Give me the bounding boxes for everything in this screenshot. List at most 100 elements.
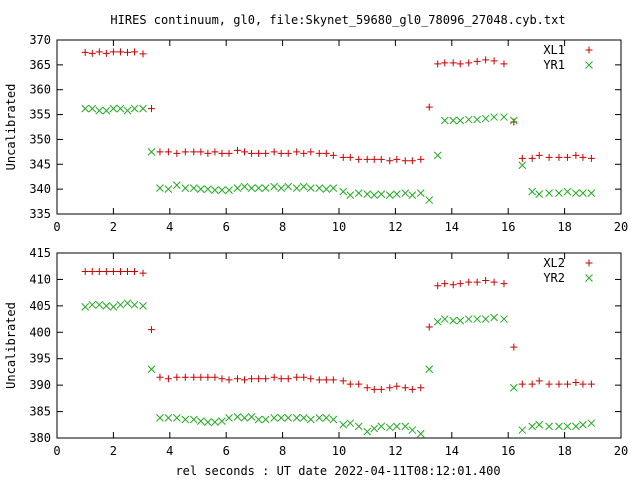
data-point-XL1 xyxy=(270,148,278,156)
y-tick-label: 360 xyxy=(29,83,51,97)
data-point-YR1 xyxy=(247,184,256,193)
data-point-XL2 xyxy=(270,373,278,381)
data-point-YR1 xyxy=(277,184,286,193)
data-point-YR2 xyxy=(433,317,442,326)
y-axis-label: Uncalibrated xyxy=(4,302,18,389)
x-axis-label: rel seconds : UT date 2022-04-11T08:12:0… xyxy=(175,464,500,478)
data-point-XL2 xyxy=(535,377,543,385)
data-point-XL1 xyxy=(315,149,323,157)
data-point-YR1 xyxy=(172,181,181,190)
data-point-XL2 xyxy=(386,384,394,392)
data-point-XL1 xyxy=(346,153,354,161)
data-point-XL1 xyxy=(417,155,425,163)
data-point-YR1 xyxy=(164,185,173,193)
data-point-YR1 xyxy=(315,184,324,193)
data-point-YR1 xyxy=(440,116,449,125)
data-point-XL2 xyxy=(434,282,442,290)
legend-label-YR2: YR2 xyxy=(543,271,565,285)
data-point-YR1 xyxy=(196,185,205,193)
data-point-YR1 xyxy=(123,106,132,115)
data-point-XL1 xyxy=(510,118,518,126)
data-point-YR1 xyxy=(481,114,490,123)
data-point-XL1 xyxy=(277,149,285,157)
y-tick-label: 415 xyxy=(29,246,51,260)
data-point-YR1 xyxy=(218,186,226,194)
data-point-XL1 xyxy=(329,151,337,159)
data-point-XL1 xyxy=(81,48,89,56)
data-point-XL2 xyxy=(156,373,164,381)
data-point-YR2 xyxy=(528,422,537,431)
data-point-XL1 xyxy=(139,50,147,58)
series-XL1 xyxy=(81,48,595,165)
data-point-XL2 xyxy=(190,373,198,381)
data-point-YR2 xyxy=(346,419,355,428)
x-tick-label: 0 xyxy=(53,444,60,458)
data-point-YR1 xyxy=(473,115,482,124)
data-point-XL2 xyxy=(500,280,508,288)
data-point-YR2 xyxy=(456,316,465,325)
data-point-XL2 xyxy=(315,376,323,384)
data-point-XL2 xyxy=(339,377,347,385)
data-point-XL1 xyxy=(131,48,139,56)
data-point-XL1 xyxy=(102,49,110,57)
data-point-YR2 xyxy=(233,413,242,421)
data-point-XL1 xyxy=(434,60,442,68)
data-point-YR1 xyxy=(102,106,111,115)
data-point-YR1 xyxy=(500,113,508,121)
data-point-XL1 xyxy=(204,149,212,157)
data-point-YR1 xyxy=(572,189,580,197)
plot-frame xyxy=(56,252,622,439)
data-point-XL2 xyxy=(510,343,518,351)
data-point-XL2 xyxy=(109,268,117,275)
data-point-XL1 xyxy=(124,48,131,56)
data-point-YR2 xyxy=(261,415,270,424)
data-point-XL1 xyxy=(262,149,270,157)
data-point-YR1 xyxy=(181,184,190,193)
data-point-XL1 xyxy=(579,153,587,161)
data-point-XL1 xyxy=(197,148,205,156)
x-tick-label: 18 xyxy=(557,444,571,458)
data-point-YR2 xyxy=(440,315,449,323)
data-point-YR1 xyxy=(555,189,563,197)
legend-label-YR1: YR1 xyxy=(543,58,565,72)
data-point-YR1 xyxy=(233,184,242,193)
series-XL2 xyxy=(81,268,595,393)
data-point-XL2 xyxy=(346,380,354,388)
data-point-XL2 xyxy=(233,375,241,383)
data-point-YR2 xyxy=(329,415,338,424)
data-point-XL2 xyxy=(197,373,205,381)
data-point-YR2 xyxy=(408,426,417,434)
data-point-YR1 xyxy=(579,189,587,197)
data-point-XL2 xyxy=(102,268,110,275)
data-point-YR1 xyxy=(370,191,379,199)
data-point-XL2 xyxy=(116,268,124,275)
data-point-XL2 xyxy=(88,268,96,275)
data-point-XL1 xyxy=(218,149,226,157)
data-point-XL1 xyxy=(190,148,198,156)
x-tick-label: 2 xyxy=(110,220,117,234)
data-point-YR2 xyxy=(315,414,324,422)
data-point-XL1 xyxy=(116,48,124,56)
data-point-YR1 xyxy=(322,185,331,193)
data-point-YR2 xyxy=(172,414,181,422)
x-tick-label: 0 xyxy=(53,220,60,234)
data-point-XL1 xyxy=(248,149,256,157)
data-point-XL1 xyxy=(95,48,103,56)
data-point-XL1 xyxy=(363,155,371,163)
data-point-XL2 xyxy=(218,375,226,383)
data-point-XL1 xyxy=(465,59,473,67)
y-tick-label: 350 xyxy=(29,132,51,146)
data-point-YR2 xyxy=(292,414,301,422)
y-tick-label: 400 xyxy=(29,325,51,339)
data-point-YR2 xyxy=(196,417,205,425)
chart-title: HIRES continuum, gl0, file:Skynet_59680_… xyxy=(110,13,565,27)
data-point-YR2 xyxy=(284,414,293,422)
data-point-XL1 xyxy=(233,146,241,154)
data-point-XL1 xyxy=(441,59,449,67)
data-point-YR2 xyxy=(254,415,263,424)
data-point-XL2 xyxy=(393,382,401,390)
data-point-YR2 xyxy=(123,299,132,308)
legend-label-XL2: XL2 xyxy=(543,256,565,270)
x-tick-label: 2 xyxy=(110,444,117,458)
